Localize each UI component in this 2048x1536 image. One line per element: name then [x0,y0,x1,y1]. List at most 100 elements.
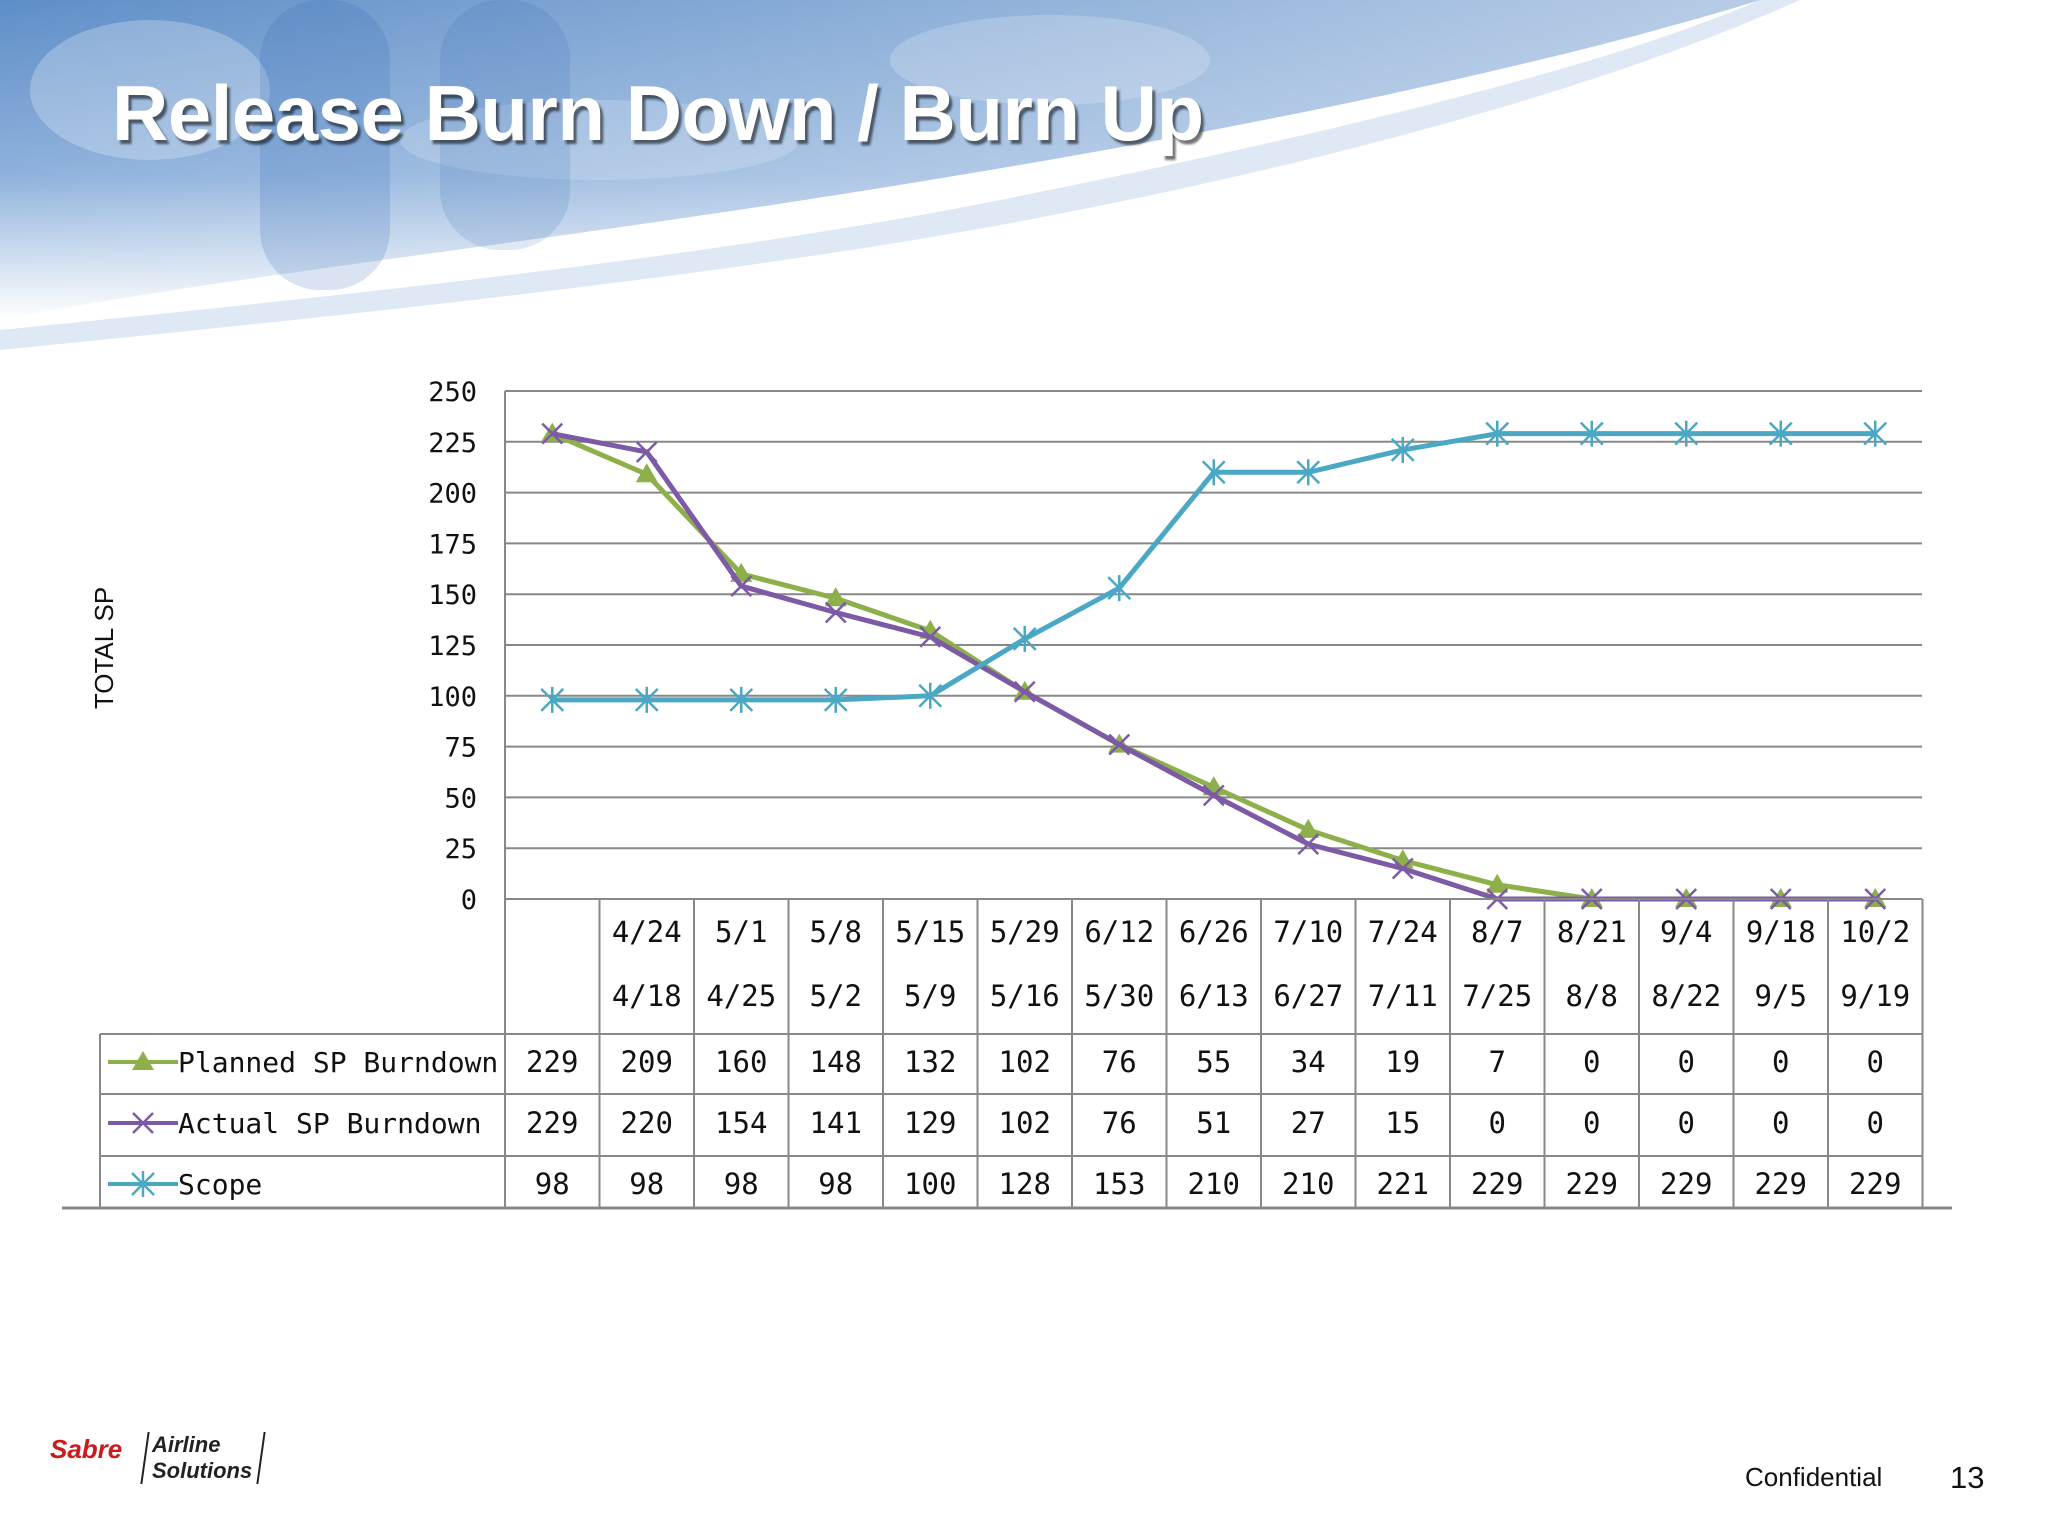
table-cell-value: 0 [1583,1106,1600,1140]
x-tick-label: 6/27 [1273,979,1343,1013]
data-point [1768,420,1793,447]
data-point [1202,784,1225,807]
x-tick-label: 9/19 [1840,979,1910,1013]
x-tick-label: 6/26 [1179,915,1249,949]
data-point [824,587,847,607]
data-table: 4/24 5/1 5/8 5/15 5/29 6/12 6/26 7/10 7/24 8/7 8/2… [62,898,1952,1210]
table-cell-value: 98 [818,1167,853,1201]
y-tick-label: 225 [428,428,477,459]
data-point [635,441,658,463]
table-cell-value: 0 [1867,1045,1884,1079]
y-tick-label: 25 [444,834,477,865]
data-point [634,686,659,713]
data-point [1108,733,1131,756]
table-cell-value: 0 [1867,1106,1884,1140]
data-point [540,686,565,713]
table-cell-value: 148 [810,1045,862,1079]
logo-line2: Solutions [152,1458,253,1483]
logo-line1: Airline [152,1432,221,1457]
logo-divider [140,1432,150,1484]
data-point [635,463,658,483]
data-point [1013,680,1036,703]
table-cell-value: 0 [1489,1106,1506,1140]
x-tick-label: 5/2 [810,979,862,1013]
table-cell-value: 19 [1385,1045,1420,1079]
table-cell-value: 102 [999,1106,1051,1140]
table-cell-value: 7 [1489,1045,1506,1079]
table-cell-value: 51 [1196,1106,1231,1140]
data-point [729,686,754,713]
table-cell-value: 34 [1291,1045,1326,1079]
header-banner [0,0,1800,350]
data-point [1297,833,1320,856]
x-tick-label: 5/1 [715,915,767,949]
y-tick-label: 150 [428,580,477,611]
data-point [823,686,848,713]
series-line [551,431,1876,902]
x-tick-label: 6/12 [1084,915,1154,949]
x-tick-label: 5/9 [904,979,956,1013]
x-tick-label: 9/5 [1755,979,1807,1013]
table-cell-value: 76 [1102,1045,1137,1079]
x-tick-label: 8/7 [1471,915,1523,949]
x-tick-label: 5/8 [810,915,862,949]
x-tick-label: 5/16 [990,979,1060,1013]
y-tick-label: 200 [428,479,477,510]
x-tick-label: 9/18 [1746,915,1816,949]
table-cell-value: 160 [715,1045,767,1079]
x-tick-label: 7/24 [1368,915,1438,949]
data-point [1201,459,1226,486]
data-point [541,422,564,445]
data-point [1390,436,1415,463]
table-cell-value: 153 [1093,1167,1145,1201]
data-point [918,682,943,709]
data-point [1012,625,1037,652]
data-point [919,625,942,648]
data-point [1391,857,1414,880]
x-tick-label: 5/15 [895,915,965,949]
data-point [1863,420,1888,447]
table-cell-value: 229 [1849,1167,1901,1201]
table-cell-value: 229 [1566,1167,1618,1201]
x-tick-label: 5/30 [1084,979,1154,1013]
x-tick-label: 10/2 [1840,915,1910,949]
data-point [1486,873,1509,893]
x-tick-label: 8/21 [1557,915,1627,949]
x-tick-label: 7/10 [1273,915,1343,949]
table-cell-value: 229 [1471,1167,1523,1201]
slide-title: Release Burn Down / Burn Up [112,69,1204,157]
table-cell-value: 55 [1196,1045,1231,1079]
table-cell-value: 0 [1678,1045,1695,1079]
y-tick-label: 0 [461,885,477,916]
y-axis-ticks: 0 25 50 75 100 125 150 175 200 225 250 [428,377,477,916]
x-tick-label: 4/18 [612,979,682,1013]
legend-label: Actual SP Burndown [178,1107,481,1140]
page-number: 13 [1950,1460,1985,1495]
table-cell-value: 102 [999,1045,1051,1079]
table-cell-value: 0 [1772,1045,1789,1079]
table-cell-value: 0 [1772,1106,1789,1140]
data-point [1485,420,1510,447]
legend-label: Scope [178,1168,262,1201]
y-tick-label: 125 [428,631,477,662]
table-cell-value: 98 [535,1167,570,1201]
y-tick-label: 175 [428,529,477,560]
data-point [824,601,847,624]
logo-brand: Sabre [50,1434,123,1464]
table-cell-value: 0 [1583,1045,1600,1079]
y-tick-label: 75 [444,733,477,764]
table-cell-value: 128 [999,1167,1051,1201]
company-logo: Sabre Airline Solutions [50,1430,280,1490]
table-cell-value: 210 [1188,1167,1240,1201]
table-cell-value: 132 [904,1045,956,1079]
table-cell-value: 229 [526,1045,578,1079]
x-tick-label: 7/11 [1368,979,1438,1013]
table-cell-value: 98 [724,1167,759,1201]
table-cell-value: 229 [1660,1167,1712,1201]
table-cell-value: 27 [1291,1106,1326,1140]
y-tick-label: 100 [428,682,477,713]
x-tick-label: 8/22 [1651,979,1721,1013]
data-point [131,1171,155,1197]
table-cell-value: 141 [810,1106,862,1140]
